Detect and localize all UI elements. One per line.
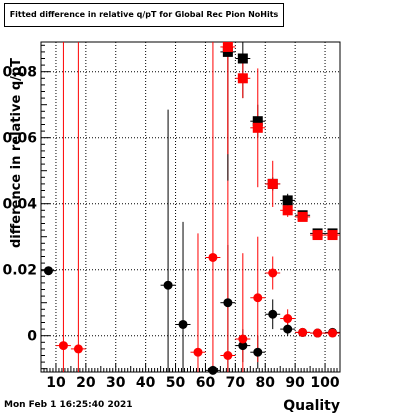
timestamp: Mon Feb 1 16:25:40 2021: [4, 400, 133, 410]
data-point-circle: [223, 298, 233, 308]
data-point-square: [237, 73, 248, 84]
data-point-circle: [163, 280, 173, 290]
x-tick-label: 60: [196, 375, 216, 391]
x-tick-label: 90: [285, 375, 305, 391]
data-point-circle: [328, 328, 338, 338]
data-point-circle: [268, 309, 278, 319]
data-point-circle: [73, 344, 83, 354]
x-tick-label: 100: [310, 375, 339, 391]
axis-tick-labels: 10 20 30 40 50 60 70 80 90 100 0 0.02 0.04 0.06 0.08: [2, 65, 339, 391]
y-tick-label: 0: [27, 329, 37, 345]
data-point-square: [297, 211, 308, 222]
data-point-square: [222, 41, 233, 52]
data-point-circle: [253, 293, 263, 303]
data-point-circle: [223, 351, 233, 360]
data-point-circle: [313, 328, 323, 338]
y-tick-label: 0.04: [2, 197, 37, 213]
data-point-circle: [208, 252, 218, 262]
data-point-circle: [193, 347, 203, 357]
data-point-circle: [238, 334, 248, 344]
data-point-circle: [253, 347, 263, 357]
data-point-circle: [178, 319, 188, 329]
x-axis-title: Quality: [283, 398, 340, 414]
x-tick-label: 80: [256, 375, 276, 391]
data-point-circle: [58, 341, 68, 351]
data-point-square: [252, 122, 263, 133]
y-tick-label: 0.06: [2, 131, 37, 147]
data-point-square: [312, 230, 323, 241]
data-point-circle: [43, 266, 53, 276]
data-markers: [43, 41, 338, 375]
x-tick-label: 50: [166, 375, 186, 391]
data-point-circle: [283, 324, 293, 334]
x-tick-label: 70: [226, 375, 246, 391]
data-point-circle: [283, 314, 293, 324]
x-tick-label: 40: [136, 375, 156, 391]
data-point-square: [282, 195, 293, 206]
y-tick-label: 0.02: [2, 263, 37, 279]
data-point-square: [282, 205, 293, 216]
chart-title-box: Fitted difference in relative q/pT for G…: [4, 3, 284, 27]
data-point-square: [252, 116, 263, 127]
y-tick-label: 0.08: [2, 65, 37, 81]
grid-lines: [41, 42, 340, 372]
data-point-square: [237, 53, 248, 64]
data-point-circle: [268, 268, 278, 278]
data-point-square: [267, 178, 278, 189]
y-axis-title: difference in relative q/pT: [9, 58, 24, 248]
axis-ticks: [40, 44, 341, 372]
data-point-circle: [238, 341, 248, 351]
x-tick-label: 10: [46, 375, 66, 391]
data-point-circle: [298, 327, 308, 337]
data-point-circle: [208, 365, 218, 375]
x-tick-label: 20: [76, 375, 96, 391]
data-point-square: [327, 230, 338, 241]
x-tick-label: 30: [106, 375, 126, 391]
chart-title: Fitted difference in relative q/pT for G…: [9, 10, 279, 19]
